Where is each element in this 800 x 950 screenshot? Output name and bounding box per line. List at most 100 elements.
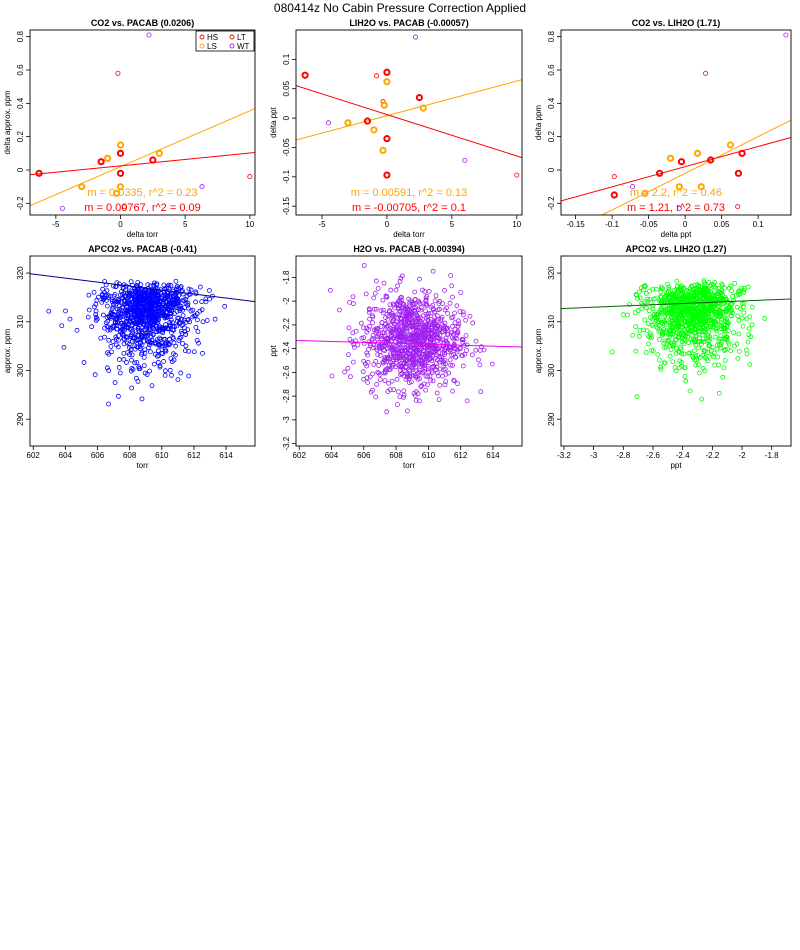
data-point [166, 282, 172, 288]
data-point [139, 350, 145, 356]
plot-area [561, 32, 791, 215]
plot-frame [29, 255, 256, 447]
data-point [654, 311, 660, 317]
data-point-ls [103, 154, 112, 162]
data-point [693, 342, 699, 348]
data-point [704, 356, 710, 362]
data-point [686, 340, 692, 346]
data-point [417, 369, 423, 375]
data-point [351, 301, 356, 307]
data-point [345, 365, 351, 371]
data-point [704, 301, 710, 307]
data-point [398, 275, 404, 281]
fit-line [30, 108, 255, 207]
data-point [378, 308, 384, 314]
y-tick-label: 0.6 [547, 64, 556, 76]
y-tick-label: -2.8 [282, 389, 291, 403]
data-point [129, 385, 135, 391]
data-point [171, 311, 177, 317]
data-point [124, 360, 129, 365]
x-tick-label: 614 [219, 451, 233, 460]
data-point [100, 312, 106, 318]
data-point [373, 326, 379, 332]
data-point-wt [325, 120, 331, 126]
data-point [111, 298, 117, 304]
y-tick-label: 0.8 [16, 31, 25, 43]
data-point-wt [676, 205, 682, 211]
data-point [442, 320, 448, 326]
data-point [701, 310, 707, 316]
data-point [473, 338, 479, 344]
data-point [428, 355, 434, 361]
data-point [446, 370, 452, 376]
data-point [379, 336, 384, 342]
data-point [438, 366, 443, 372]
data-point [451, 378, 457, 384]
data-point [734, 341, 740, 347]
data-point [104, 314, 110, 320]
data-point [633, 348, 639, 354]
data-point-wt [783, 32, 789, 38]
data-point [691, 348, 697, 354]
data-point [405, 408, 410, 414]
data-point [478, 389, 484, 395]
data-point [673, 306, 679, 312]
y-tick-label: -2.2 [282, 317, 291, 331]
data-point-lt [121, 204, 127, 210]
data-point [403, 377, 409, 382]
data-point [706, 329, 712, 335]
data-point [418, 307, 424, 313]
data-point [107, 314, 112, 320]
data-point [125, 324, 131, 330]
data-point [723, 334, 729, 340]
data-point [692, 357, 698, 363]
data-point [120, 331, 125, 337]
data-point [124, 304, 130, 310]
data-point [425, 366, 431, 372]
data-point [718, 333, 724, 339]
data-point [367, 316, 373, 322]
data-point [460, 353, 465, 358]
fit-line [296, 339, 522, 348]
data-point [388, 329, 394, 335]
data-point [85, 314, 91, 320]
data-point [712, 362, 718, 368]
data-point [658, 367, 664, 372]
data-point [166, 301, 172, 307]
data-point [135, 327, 141, 333]
data-point [718, 313, 724, 319]
data-point [412, 309, 418, 314]
data-point-hs [734, 169, 743, 177]
data-point [652, 315, 658, 321]
data-point [185, 305, 191, 311]
data-point [93, 312, 99, 317]
data-point [447, 300, 453, 306]
y-tick-label: -3.2 [282, 436, 291, 450]
data-point [739, 301, 745, 307]
data-point [422, 334, 428, 340]
data-point [450, 388, 456, 394]
data-point [422, 366, 428, 372]
data-point [678, 287, 684, 293]
data-point [692, 299, 697, 304]
y-tick-label: 0.4 [547, 97, 556, 109]
data-point [666, 339, 672, 345]
plot-frame [560, 29, 792, 216]
data-point [443, 335, 449, 341]
data-point [327, 287, 333, 293]
data-point [460, 312, 466, 318]
data-point [402, 322, 408, 328]
y-tick-label: 290 [547, 412, 556, 426]
data-point [749, 322, 755, 328]
data-point [92, 372, 98, 378]
data-point [722, 328, 728, 334]
data-point [162, 372, 168, 378]
data-point [647, 288, 652, 294]
data-point [125, 307, 131, 313]
data-point [110, 304, 116, 310]
data-point [659, 320, 664, 325]
data-point-hs [97, 158, 105, 166]
data-point [63, 308, 68, 314]
data-point [676, 324, 681, 330]
data-point [190, 314, 196, 320]
